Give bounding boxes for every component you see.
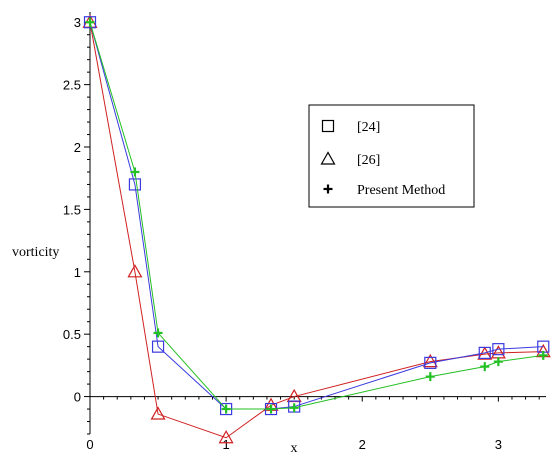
legend-box <box>308 104 475 208</box>
data-point <box>218 430 234 444</box>
series-triangle <box>82 14 551 444</box>
axes: 0 0.5 1 1.5 2 2.5 3 0 1 2 3 <box>63 12 546 452</box>
series-line <box>89 22 544 410</box>
legend-label: [24] <box>357 120 380 135</box>
x-tick-label: 0 <box>86 437 93 452</box>
data-point <box>127 264 143 278</box>
data-point <box>83 16 97 29</box>
data-point <box>492 343 505 356</box>
series-plus <box>85 17 548 414</box>
series-line <box>89 22 544 439</box>
legend-marker-plus <box>323 184 333 194</box>
y-tick-label: 2 <box>74 140 81 155</box>
legend-label: Present Method <box>357 183 445 198</box>
data-point <box>221 404 231 414</box>
data-point <box>425 372 435 382</box>
series-square <box>83 16 550 416</box>
data-point <box>151 340 165 353</box>
y-tick-label: 0 <box>74 390 81 405</box>
data-point <box>85 17 95 27</box>
data-point <box>493 357 503 367</box>
data-point <box>424 356 437 369</box>
legend-label: [26] <box>357 153 380 168</box>
legend-marker-square <box>321 119 335 133</box>
data-point <box>289 403 299 413</box>
data-point <box>480 362 490 372</box>
legend: [24] [26] Present Method <box>308 104 475 208</box>
y-tick-label: 1.5 <box>63 202 81 217</box>
y-tick-label: 1 <box>74 265 81 280</box>
data-point <box>478 346 491 359</box>
legend-marker-triangle <box>320 151 336 165</box>
y-tick-label: 3 <box>74 15 81 30</box>
data-point <box>266 404 276 414</box>
data-point <box>130 167 140 177</box>
data-point <box>150 406 166 420</box>
series-line <box>89 22 544 410</box>
data-point <box>490 345 506 359</box>
x-axis-label: x <box>291 441 298 454</box>
data-point <box>153 328 163 338</box>
y-axis-label: vorticity <box>12 245 59 260</box>
y-tick-label: 0.5 <box>63 327 81 342</box>
data-point <box>128 178 142 191</box>
series-layer <box>82 14 551 444</box>
y-tick-label: 2.5 <box>63 78 81 93</box>
data-point <box>422 353 438 368</box>
x-tick-label: 1 <box>223 437 230 452</box>
data-point <box>538 350 548 360</box>
x-tick-label: 2 <box>359 437 366 452</box>
x-tick-label: 3 <box>495 437 502 452</box>
